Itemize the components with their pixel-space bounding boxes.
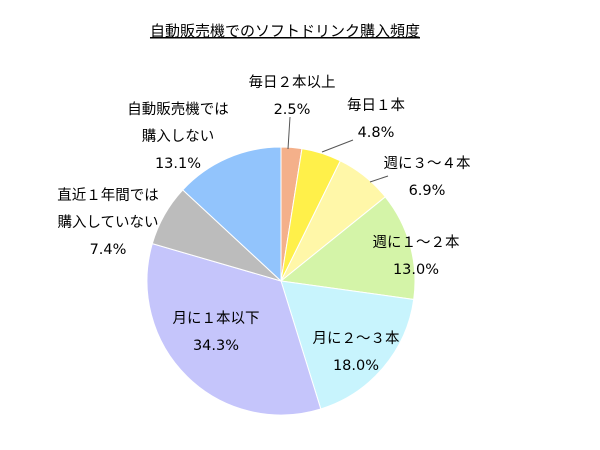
slice-value-label: 34.3%	[193, 338, 239, 354]
slice-label: 月に２～３本	[313, 330, 400, 347]
slice-label: 自動販売機では	[127, 101, 229, 118]
slice-value-label: 6.9%	[409, 183, 446, 199]
slice-label: 購入しない	[142, 128, 215, 145]
pie-slice	[146, 243, 322, 416]
slice-value-label: 18.0%	[333, 358, 379, 374]
slice-value-label: 13.1%	[155, 156, 201, 172]
chart-title: 自動販売機でのソフトドリンク購入頻度	[150, 22, 420, 40]
slice-value-label: 4.8%	[358, 125, 395, 141]
slice-label: 毎日２本以上	[249, 74, 336, 91]
slice-label: 毎日１本	[347, 97, 405, 114]
leader-line	[287, 116, 291, 150]
slice-value-label: 7.4%	[90, 242, 127, 258]
slice-label: 直近１年間では	[57, 187, 159, 204]
slice-value-label: 2.5%	[274, 102, 311, 118]
pie-slice	[182, 146, 282, 283]
slice-value-label: 13.0%	[393, 262, 439, 278]
slice-label: 週に３～４本	[384, 155, 471, 172]
pie-slice	[279, 196, 416, 301]
slice-label: 週に１～２本	[373, 234, 460, 251]
pie-slice	[280, 280, 415, 410]
leader-line	[369, 175, 389, 183]
leader-line	[321, 139, 354, 153]
slice-label: 月に１本以下	[173, 310, 260, 327]
slice-label: 購入していない	[57, 214, 158, 231]
